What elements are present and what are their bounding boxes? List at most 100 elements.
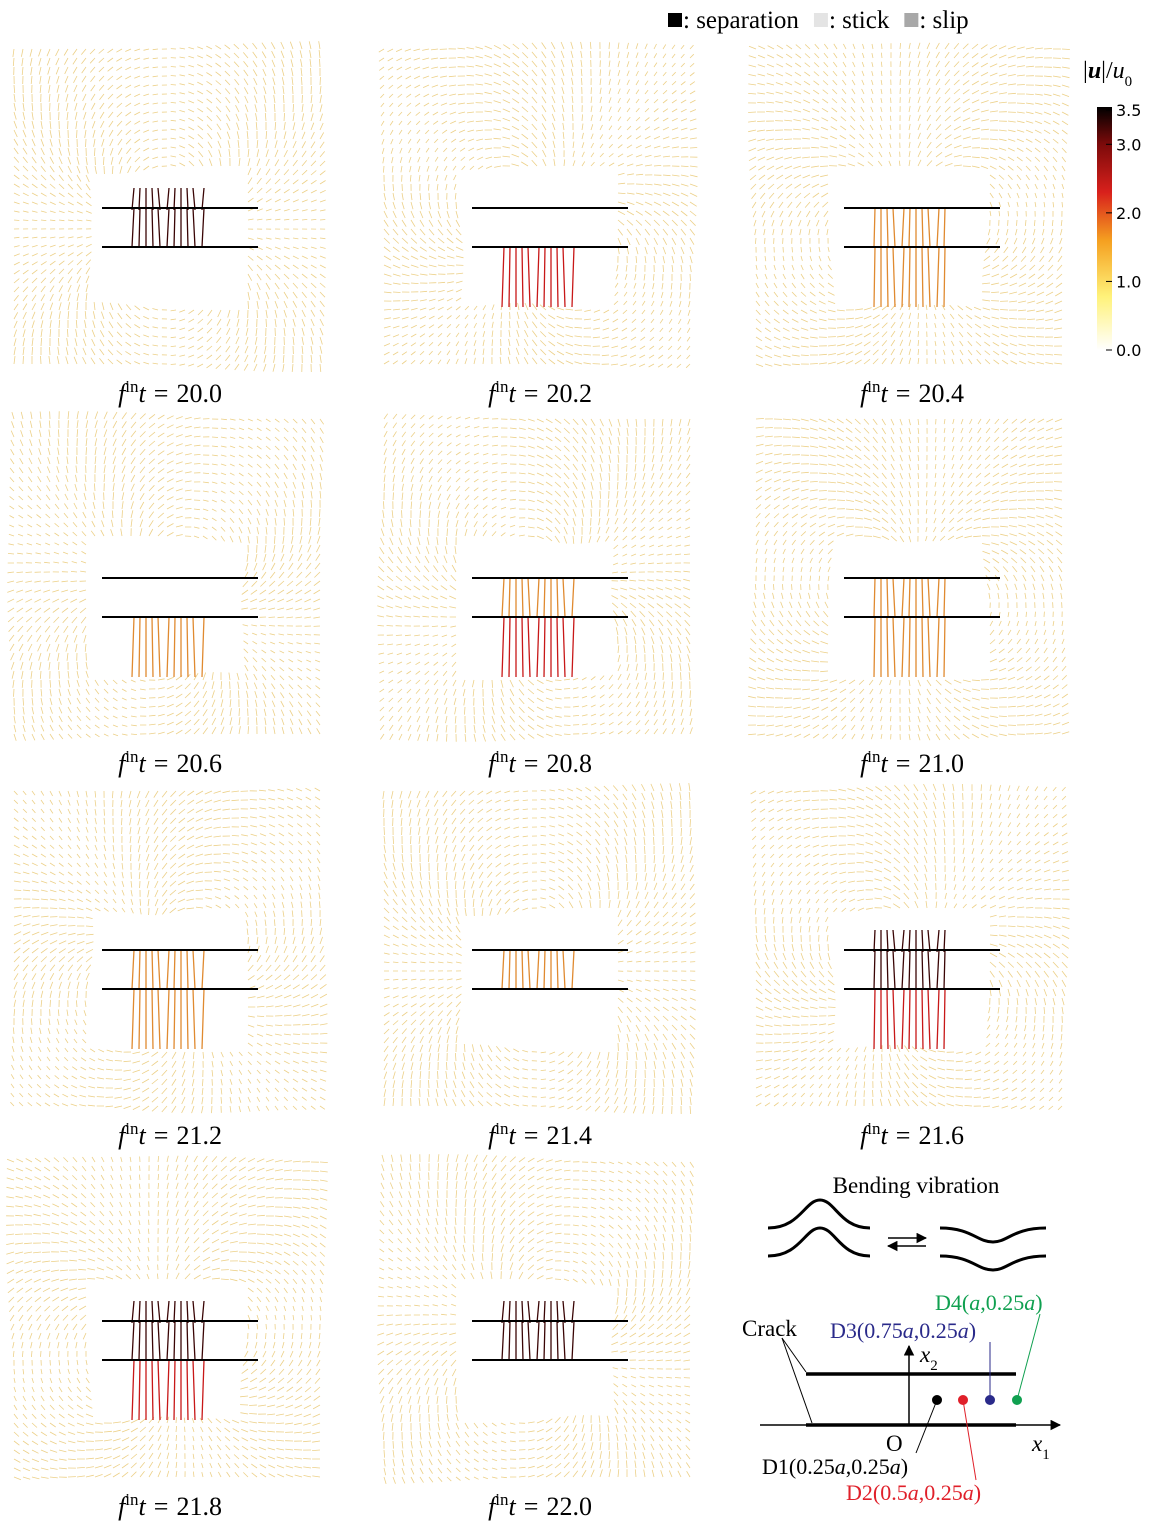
strong-vectors — [131, 1320, 205, 1361]
panel: fint = 20.0 — [12, 41, 326, 408]
vector-field — [10, 787, 328, 1114]
caption-part: 20.4 — [918, 379, 964, 408]
panel-caption: fint = 20.6 — [118, 747, 222, 778]
label-part: a — [969, 1290, 980, 1315]
caption-part: 20.8 — [546, 749, 592, 778]
caption-part: in — [495, 747, 509, 766]
caption-part: = — [154, 749, 169, 778]
leader — [781, 1337, 813, 1424]
tick-label: 3.0 — [1116, 135, 1141, 154]
caption-part: f — [118, 379, 129, 408]
label-part: 0.75 — [864, 1318, 903, 1343]
vector-field — [382, 783, 696, 1115]
caption-part: = — [524, 1121, 539, 1150]
strong-vectors — [873, 929, 946, 953]
caption-part: 22.0 — [546, 1492, 592, 1521]
caption-part: t — [881, 749, 889, 778]
leader — [1016, 1313, 1041, 1401]
caption-part: f — [860, 1121, 871, 1150]
label-part: ,0.25 — [914, 1318, 958, 1343]
label-part: a — [963, 1480, 974, 1505]
panel: fint = 22.0 — [377, 1154, 695, 1521]
caption-part: t — [139, 1492, 147, 1521]
label-part: x — [1031, 1431, 1043, 1456]
label-part: ) — [901, 1454, 908, 1479]
caption-part: in — [125, 747, 139, 766]
strong-vectors — [131, 207, 205, 248]
strong-vectors — [873, 246, 946, 308]
strong-vectors — [131, 1300, 205, 1324]
label-part: x — [919, 1342, 931, 1367]
caption-part: in — [495, 1490, 509, 1509]
caption-part: t — [509, 379, 517, 408]
caption-part: in — [125, 377, 139, 396]
caption-part: = — [524, 379, 539, 408]
label-part: a — [890, 1454, 901, 1479]
diagram-title: Bending vibration — [833, 1173, 1000, 1198]
leader — [915, 1399, 938, 1454]
label-part: u — [1088, 58, 1101, 84]
label-part: u — [1113, 58, 1125, 84]
label-part: ) — [969, 1318, 976, 1343]
panel-caption: fint = 21.8 — [118, 1490, 222, 1521]
caption-part: = — [896, 749, 911, 778]
vector-field — [6, 1155, 328, 1481]
caption-part: in — [867, 1119, 881, 1138]
wave — [767, 1198, 871, 1230]
caption-part: f — [488, 379, 499, 408]
panel-caption: fint = 21.6 — [860, 1119, 964, 1150]
legend-swatch — [813, 13, 828, 27]
strong-vectors — [501, 1320, 575, 1361]
caption-part: in — [125, 1119, 139, 1138]
legend-swatch — [668, 13, 682, 27]
caption-part: = — [896, 379, 911, 408]
caption-part: t — [881, 1121, 889, 1150]
label-part: a — [835, 1454, 846, 1479]
wave — [767, 1226, 871, 1258]
panel: fint = 21.0 — [747, 418, 1070, 778]
wave — [939, 1254, 1047, 1272]
colorbar-label: |u|/u0 — [1083, 58, 1132, 90]
detector-point — [985, 1395, 995, 1405]
caption-part: t — [139, 749, 147, 778]
caption-part: f — [488, 1121, 499, 1150]
strong-vectors — [131, 616, 205, 678]
legend-swatch — [904, 13, 919, 27]
strong-vectors — [873, 207, 946, 248]
caption-part: in — [495, 377, 509, 396]
panel: fint = 20.6 — [7, 411, 325, 778]
label-part: | — [1083, 58, 1088, 84]
label-part: ,0.25 — [919, 1480, 963, 1505]
panel-caption: fint = 21.4 — [488, 1119, 592, 1150]
caption-part: f — [118, 1492, 129, 1521]
strong-vectors — [501, 949, 575, 990]
detector-label: D3(0.75a,0.25a) — [830, 1318, 976, 1343]
strong-vectors — [873, 988, 946, 1050]
diagram — [760, 1198, 1062, 1431]
caption-part: 20.0 — [176, 379, 222, 408]
panel-caption: fint = 20.4 — [860, 377, 964, 408]
panel-caption: fint = 21.2 — [118, 1119, 222, 1150]
x1-label: x1 — [1031, 1431, 1050, 1463]
label-part: |/ — [1101, 58, 1113, 84]
caption-part: f — [118, 749, 129, 778]
label-part: a — [908, 1480, 919, 1505]
caption-part: 21.6 — [918, 1121, 964, 1150]
legend-label: : stick — [829, 7, 890, 34]
strong-vectors — [131, 187, 205, 211]
caption-part: 20.2 — [546, 379, 592, 408]
panel: fint = 20.2 — [378, 41, 698, 408]
strong-vectors — [873, 616, 946, 678]
caption-part: t — [509, 1121, 517, 1150]
caption-part: in — [867, 747, 881, 766]
vector-field — [378, 41, 698, 369]
legend-label: : slip — [919, 7, 968, 34]
strong-vectors — [873, 577, 946, 618]
caption-part: in — [125, 1490, 139, 1509]
strong-vectors — [873, 949, 946, 990]
label-part: 2 — [930, 1358, 938, 1374]
vector-field — [377, 1154, 695, 1485]
label-part: a — [1024, 1290, 1035, 1315]
x2-label: x2 — [919, 1342, 938, 1374]
panel: fint = 21.4 — [382, 783, 696, 1150]
